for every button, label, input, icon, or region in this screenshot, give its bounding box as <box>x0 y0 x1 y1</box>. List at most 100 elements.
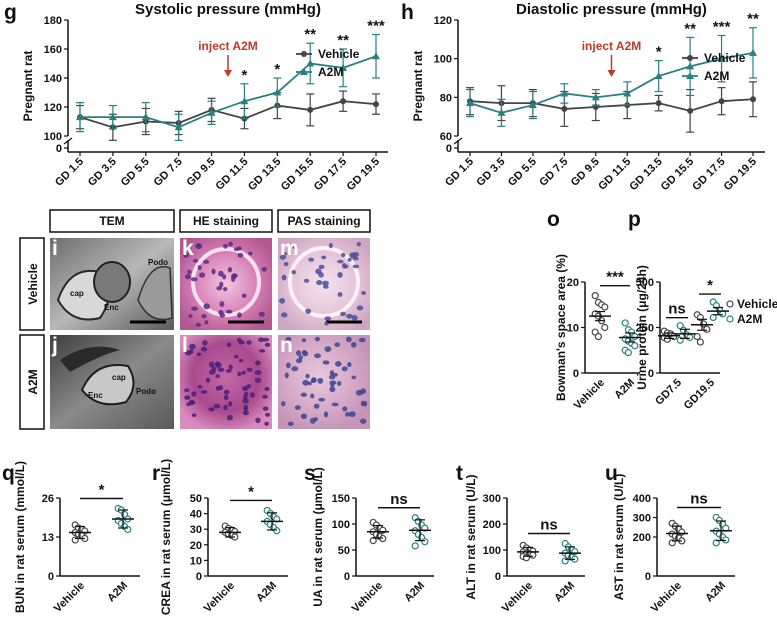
y-tick-label: 120 <box>434 15 452 27</box>
nucleus-dot <box>313 403 320 409</box>
data-point <box>601 323 609 332</box>
header-box-tem <box>49 209 175 233</box>
x-tick-label: GD 7.5 <box>537 156 570 189</box>
legend-label: Vehicle <box>737 297 777 311</box>
y-tick-label: 26 <box>42 493 54 505</box>
x-tick-label: Vehicle <box>350 580 385 615</box>
data-point <box>174 123 183 131</box>
significance-label: ns <box>668 301 686 318</box>
nucleus-dot <box>208 361 215 368</box>
x-tick-label: A2M <box>703 580 728 605</box>
data-point <box>686 333 694 342</box>
nucleus-dot <box>265 412 271 417</box>
data-point <box>421 538 429 546</box>
nucleus-dot <box>250 392 255 398</box>
nucleus-dot <box>337 380 342 387</box>
y-tick-label: 40 <box>190 509 202 521</box>
significance-label: ns <box>540 517 558 534</box>
y-tick-label: 100 <box>483 545 501 557</box>
y-tick-label: 0 <box>446 143 452 155</box>
x-tick-label: GD19.5 <box>682 377 717 412</box>
nucleus-dot <box>237 252 244 258</box>
nucleus-dot <box>283 262 289 267</box>
micrograph-block: TEM HE staining PAS staining Vehicle A2M… <box>19 209 371 430</box>
y-tick-label: 0 <box>344 571 350 583</box>
panel-letter-r: r <box>152 462 160 485</box>
nucleus-dot <box>318 264 325 270</box>
data-point <box>654 72 663 80</box>
legend-marker <box>687 55 693 61</box>
series-line-a2m <box>469 51 754 114</box>
y-tick-label: 140 <box>44 73 62 85</box>
y-axis-label: UA in rat serum (μmol/L) <box>311 467 325 607</box>
legend-marker <box>300 68 308 75</box>
nucleus-dot <box>295 350 302 356</box>
nucleus-dot <box>203 303 210 310</box>
nucleus-dot <box>361 290 366 295</box>
legend-label: A2M <box>318 65 343 79</box>
x-tick-label: Vehicle <box>202 580 237 615</box>
nucleus-dot <box>195 322 201 327</box>
nucleus-dot <box>225 309 233 314</box>
nucleus-dot <box>280 401 286 407</box>
data-point <box>529 551 537 559</box>
chart-r: 0 10 20 30 40 50 CREA in rat serum (μmol/L) Veh… <box>159 459 288 615</box>
nucleus-dot <box>242 397 249 404</box>
nucleus-dot <box>281 274 287 281</box>
nucleus-dot <box>182 252 190 258</box>
nucleus-dot <box>356 305 364 311</box>
nucleus-dot <box>291 270 297 275</box>
nucleus-dot <box>188 314 193 318</box>
panel-letter-l: l <box>182 334 188 357</box>
header-box-pas <box>277 209 371 233</box>
x-tick-label: GD 11.5 <box>214 156 251 193</box>
panel-letter-o: o <box>547 208 560 231</box>
nucleus-dot <box>317 377 324 384</box>
tem-label-cap-vehicle: cap <box>70 289 84 298</box>
nucleus-dot <box>310 378 317 383</box>
nucleus-dot <box>279 297 286 304</box>
nucleus-dot <box>331 402 339 407</box>
nucleus-dot <box>223 287 228 292</box>
nucleus-dot <box>340 252 346 258</box>
data-point <box>655 100 662 107</box>
nucleus-dot <box>358 337 366 343</box>
tem-dark-band-shape <box>60 346 120 372</box>
nucleus-dot <box>223 389 230 395</box>
nucleus-dot <box>187 269 192 275</box>
data-point <box>497 108 506 116</box>
nucleus-dot <box>333 372 338 377</box>
row-label-vehicle: Vehicle <box>26 263 40 305</box>
nucleus-dot <box>334 361 342 367</box>
nucleus-dot <box>242 410 250 416</box>
nucleus-dot <box>223 404 228 411</box>
nucleus-dot <box>248 251 253 256</box>
nucleus-dot <box>346 336 352 343</box>
tem-capillary-a2m-shape <box>80 364 135 406</box>
x-tick-label: GD 11.5 <box>596 156 633 193</box>
nucleus-dot <box>254 377 262 383</box>
x-tick-label: A2M <box>612 377 637 402</box>
data-point <box>372 52 380 60</box>
nucleus-dot <box>329 386 336 393</box>
inject-label: inject A2M <box>582 39 642 53</box>
nucleus-dot <box>324 316 332 321</box>
row-box-vehicle <box>19 237 45 331</box>
legend-marker <box>726 300 734 308</box>
nucleus-dot <box>218 270 224 277</box>
nucleus-dot <box>254 370 262 376</box>
data-point <box>703 325 711 333</box>
nucleus-dot <box>298 355 304 360</box>
nucleus-dot <box>345 412 351 417</box>
he-vehicle-glomerulus <box>191 247 261 317</box>
x-tick-label: GD 3.5 <box>86 156 119 189</box>
data-point <box>749 48 757 56</box>
panel-letter-j: j <box>51 334 58 357</box>
significance-label: *** <box>606 269 624 286</box>
nucleus-dot <box>184 274 192 280</box>
x-tick-label: A2M <box>552 580 577 605</box>
y-tick-label: 250 <box>636 323 654 335</box>
x-tick-label: Vehicle <box>572 377 607 412</box>
